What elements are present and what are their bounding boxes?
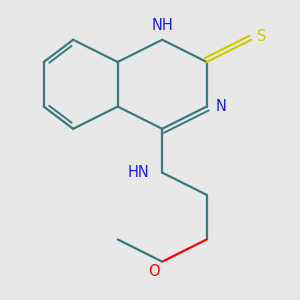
Text: N: N (216, 99, 227, 114)
Text: S: S (257, 29, 266, 44)
Text: HN: HN (128, 165, 149, 180)
Text: NH: NH (151, 18, 173, 33)
Text: O: O (148, 264, 160, 279)
